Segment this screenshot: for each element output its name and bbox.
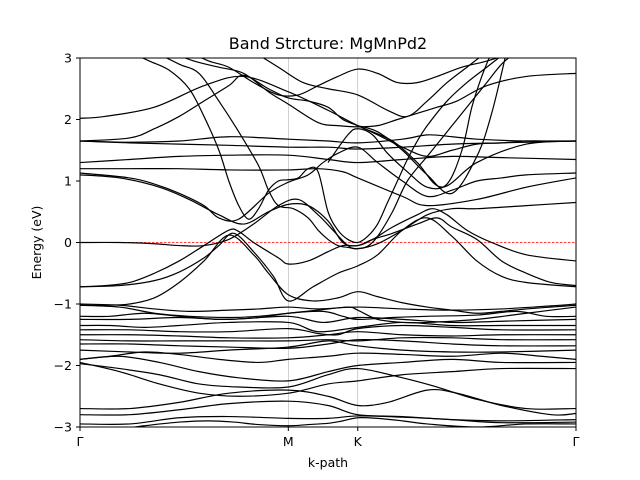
- band-26: [80, 154, 576, 164]
- band-18: [80, 304, 576, 324]
- chart-title: Band Strcture: MgMnPd2: [229, 34, 427, 53]
- band-1: [130, 417, 576, 427]
- x-tick-label-2: K: [354, 434, 363, 449]
- band-21: [80, 146, 576, 222]
- band-10: [80, 338, 576, 349]
- band-32: [200, 58, 500, 97]
- band-33: [262, 58, 480, 118]
- band-22: [80, 168, 576, 207]
- band-30: [80, 74, 576, 158]
- band-3: [80, 400, 576, 422]
- band-19: [80, 234, 576, 314]
- y-tick-label: 1: [64, 174, 72, 189]
- x-tick-label-1: M: [283, 434, 294, 449]
- band-20: [80, 217, 576, 302]
- band-29: [80, 75, 576, 188]
- band-24: [80, 217, 576, 288]
- y-tick-label: −1: [54, 297, 72, 312]
- x-axis-label: k-path: [308, 455, 348, 470]
- band-23: [80, 198, 576, 250]
- band-28: [80, 134, 576, 144]
- y-tick-label: −3: [54, 420, 72, 435]
- band-4: [80, 388, 576, 416]
- band-13: [80, 324, 576, 336]
- band-9: [80, 340, 576, 354]
- band-5: [80, 363, 576, 410]
- band-11: [80, 336, 576, 342]
- band-15: [80, 315, 576, 324]
- band-37: [327, 58, 490, 190]
- band-34: [165, 58, 510, 250]
- band-7: [80, 355, 576, 382]
- y-axis-label: Energy (eV): [29, 206, 44, 280]
- x-tick-label-0: Γ: [77, 434, 84, 449]
- bands-group: [80, 58, 576, 427]
- band-35: [141, 58, 500, 244]
- band-17: [80, 303, 576, 313]
- band-6: [80, 361, 576, 397]
- band-14: [80, 321, 576, 333]
- band-27: [80, 140, 576, 150]
- y-tick-label: 3: [64, 51, 72, 66]
- y-axis-ticks: −3 −2 −1 0 1 2 3: [54, 51, 80, 435]
- y-tick-label: −2: [54, 358, 72, 373]
- band-8: [80, 351, 576, 364]
- y-tick-label: 2: [64, 112, 72, 127]
- x-tick-label-3: Γ: [573, 434, 580, 449]
- band-2: [80, 415, 576, 425]
- band-31: [183, 58, 576, 128]
- y-tick-label: 0: [64, 235, 72, 250]
- band-25: [80, 174, 576, 262]
